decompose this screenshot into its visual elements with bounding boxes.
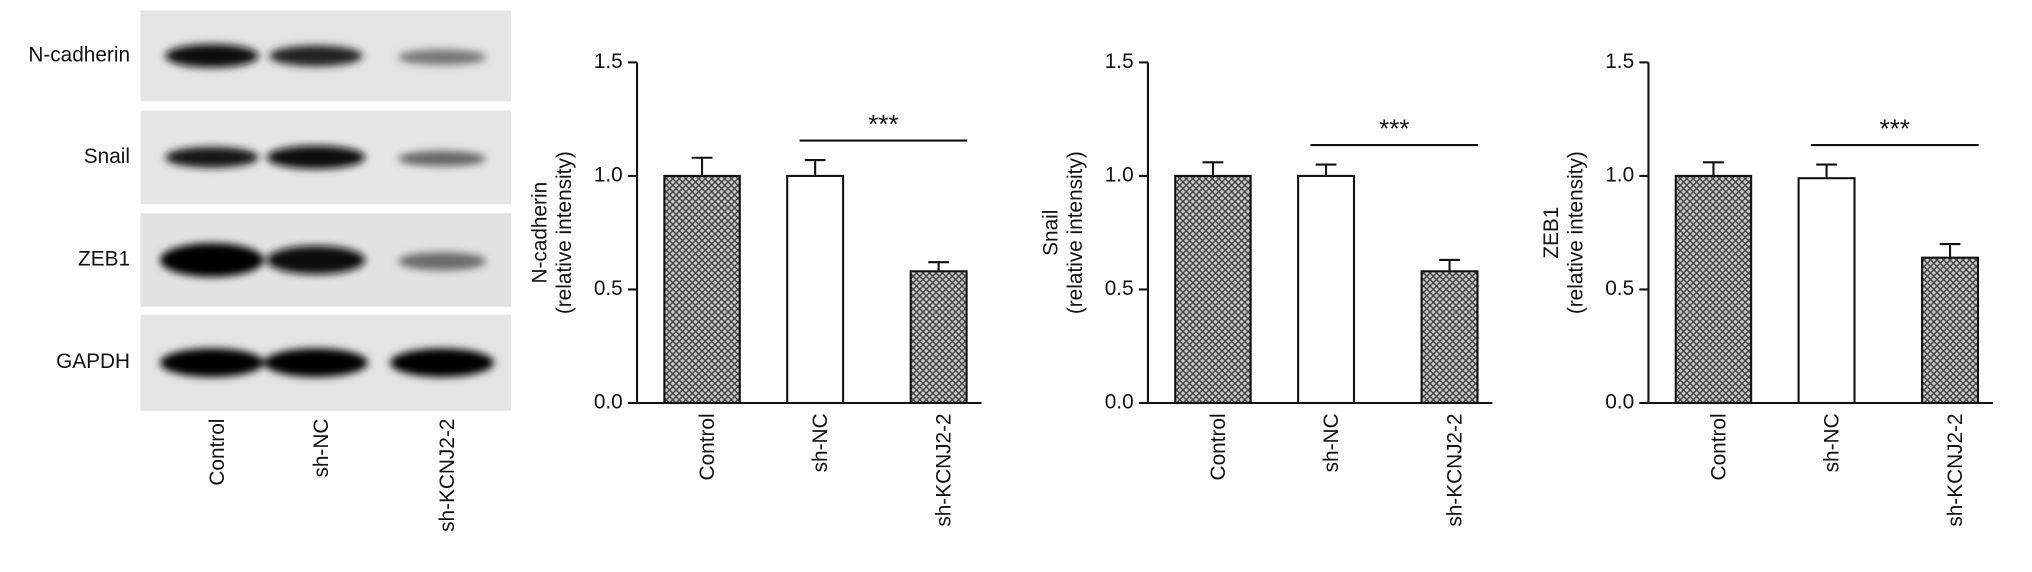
- x-tick-label: sh-KCNJ2-2: [933, 413, 956, 526]
- band: [165, 44, 259, 68]
- y-tick-label: 0.0: [1605, 391, 1634, 414]
- x-tick-label: sh-KCNJ2-2: [1944, 413, 1967, 526]
- error-bar: [1816, 163, 1837, 179]
- error-bar: [1439, 258, 1460, 272]
- band: [397, 150, 487, 167]
- bar: [1297, 174, 1356, 405]
- error-bar: [1202, 161, 1224, 176]
- band: [266, 245, 366, 275]
- western-blot: N-cadherin Snail ZEB1 GAPDH Control sh-N…: [28, 10, 511, 532]
- bar: [1921, 256, 1980, 405]
- y-axis-label: (relative intensity): [1064, 151, 1087, 314]
- error-bar: [804, 158, 826, 176]
- x-tick-label: Control: [696, 413, 719, 480]
- band: [397, 49, 487, 65]
- blot-row-label: Snail: [84, 145, 130, 168]
- bar: [1420, 270, 1479, 405]
- blot-lane-label: sh-NC: [310, 419, 333, 478]
- y-tick-label: 1.0: [1105, 163, 1134, 186]
- error-bar: [1703, 161, 1724, 176]
- significance-label: ***: [868, 109, 898, 139]
- blot-lane-label: Control: [206, 419, 229, 486]
- significance-label: ***: [1379, 114, 1409, 144]
- band: [159, 243, 264, 277]
- error-bar: [1939, 243, 1961, 258]
- y-axis-label: N-cadherin: [528, 182, 551, 284]
- bar: [1674, 174, 1753, 405]
- band: [165, 146, 259, 168]
- error-bar: [1315, 163, 1337, 176]
- blot-row-label: ZEB1: [78, 248, 130, 271]
- y-tick-label: 0.5: [1105, 277, 1134, 300]
- x-tick-label: Control: [1207, 413, 1230, 480]
- y-tick-label: 0.5: [594, 277, 623, 300]
- y-tick-label: 1.5: [1605, 50, 1634, 73]
- bar-chart: 0.0 0.5 1.0 1.5 Snail (relative intensity) Con…: [1039, 50, 1493, 527]
- error-bar: [928, 261, 950, 272]
- y-tick-label: 0.5: [1605, 277, 1634, 300]
- y-axis-label: ZEB1: [1540, 207, 1563, 259]
- y-tick-label: 1.5: [594, 50, 623, 73]
- x-tick-label: sh-KCNJ2-2: [1444, 413, 1467, 526]
- y-tick-label: 1.0: [1605, 163, 1634, 186]
- y-tick-label: 1.5: [1105, 50, 1134, 73]
- y-tick-label: 0.0: [594, 391, 623, 414]
- band: [269, 45, 363, 67]
- bar-chart: 0.0 0.5 1.0 1.5 ZEB1 (relative intensity) Cont…: [1540, 50, 1993, 527]
- blot-row-label: N-cadherin: [28, 43, 130, 66]
- y-axis-label: (relative intensity): [553, 151, 576, 314]
- blot-row-label: GAPDH: [56, 350, 130, 373]
- band: [266, 145, 366, 169]
- significance-label: ***: [1880, 114, 1910, 144]
- y-tick-label: 1.0: [594, 163, 623, 186]
- bar: [663, 174, 741, 405]
- x-tick-label: Control: [1707, 413, 1730, 480]
- x-tick-label: sh-NC: [809, 413, 832, 472]
- band: [263, 348, 368, 377]
- error-bar: [691, 156, 713, 176]
- y-axis-label: (relative intensity): [1564, 151, 1587, 314]
- blot-lane-label: sh-KCNJ2-2: [436, 419, 459, 532]
- x-tick-label: sh-NC: [1821, 413, 1844, 472]
- bar: [1174, 174, 1252, 405]
- band: [159, 348, 264, 377]
- y-tick-label: 0.0: [1105, 391, 1134, 414]
- x-tick-label: sh-NC: [1320, 413, 1343, 472]
- bar: [1797, 177, 1856, 405]
- band: [390, 348, 495, 377]
- y-axis-label: Snail: [1039, 210, 1062, 256]
- bar-chart: 0.0 0.5 1.0 1.5 N-cadherin (relative intensit…: [528, 50, 982, 527]
- band: [397, 252, 487, 271]
- bar: [909, 270, 968, 405]
- bar: [786, 174, 845, 405]
